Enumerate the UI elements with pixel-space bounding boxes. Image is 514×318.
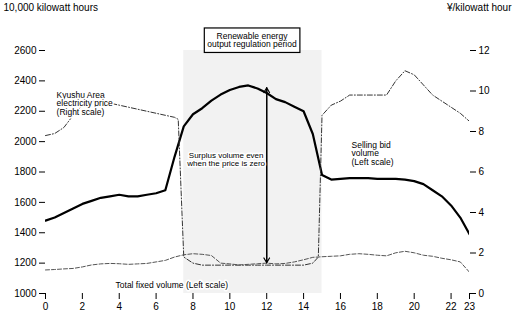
svg-text:16: 16 — [335, 301, 347, 312]
svg-text:Total fixed volume (Left scale: Total fixed volume (Left scale) — [116, 280, 229, 290]
svg-text:1800: 1800 — [14, 166, 37, 177]
svg-text:Kyushu Areaelectricity price(R: Kyushu Areaelectricity price(Right scale… — [57, 90, 113, 117]
svg-text:18: 18 — [372, 301, 384, 312]
svg-text:2000: 2000 — [14, 136, 37, 147]
svg-text:10: 10 — [224, 301, 236, 312]
svg-text:23: 23 — [464, 301, 476, 312]
svg-text:2: 2 — [80, 301, 86, 312]
svg-text:2400: 2400 — [14, 75, 37, 86]
svg-text:2: 2 — [479, 247, 485, 258]
svg-text:6: 6 — [479, 166, 485, 177]
svg-text:4: 4 — [116, 301, 122, 312]
svg-text:2200: 2200 — [14, 105, 37, 116]
svg-text:8: 8 — [190, 301, 196, 312]
svg-text:Renewable energyoutput regulat: Renewable energyoutput regulation period — [207, 31, 297, 50]
svg-text:4: 4 — [479, 207, 485, 218]
svg-text:Surplus volume evenwhen the pr: Surplus volume evenwhen the price is zer… — [186, 151, 265, 168]
svg-text:22: 22 — [446, 301, 458, 312]
svg-text:20: 20 — [409, 301, 421, 312]
svg-text:0: 0 — [479, 288, 485, 299]
svg-text:12: 12 — [479, 45, 491, 56]
svg-text:8: 8 — [479, 126, 485, 137]
svg-text:6: 6 — [153, 301, 159, 312]
svg-text:2600: 2600 — [14, 45, 37, 56]
svg-text:10: 10 — [479, 85, 491, 96]
svg-text:Selling bidvolume(Left scale): Selling bidvolume(Left scale) — [352, 140, 394, 167]
svg-text:0: 0 — [43, 301, 49, 312]
svg-text:12: 12 — [261, 301, 273, 312]
svg-text:1200: 1200 — [14, 257, 37, 268]
svg-text:1600: 1600 — [14, 197, 37, 208]
svg-text:1000: 1000 — [14, 288, 37, 299]
svg-text:1400: 1400 — [14, 227, 37, 238]
svg-text:10,000 kilowatt hours: 10,000 kilowatt hours — [4, 2, 99, 13]
svg-text:¥/kilowatt hour: ¥/kilowatt hour — [446, 2, 512, 13]
svg-text:14: 14 — [298, 301, 310, 312]
